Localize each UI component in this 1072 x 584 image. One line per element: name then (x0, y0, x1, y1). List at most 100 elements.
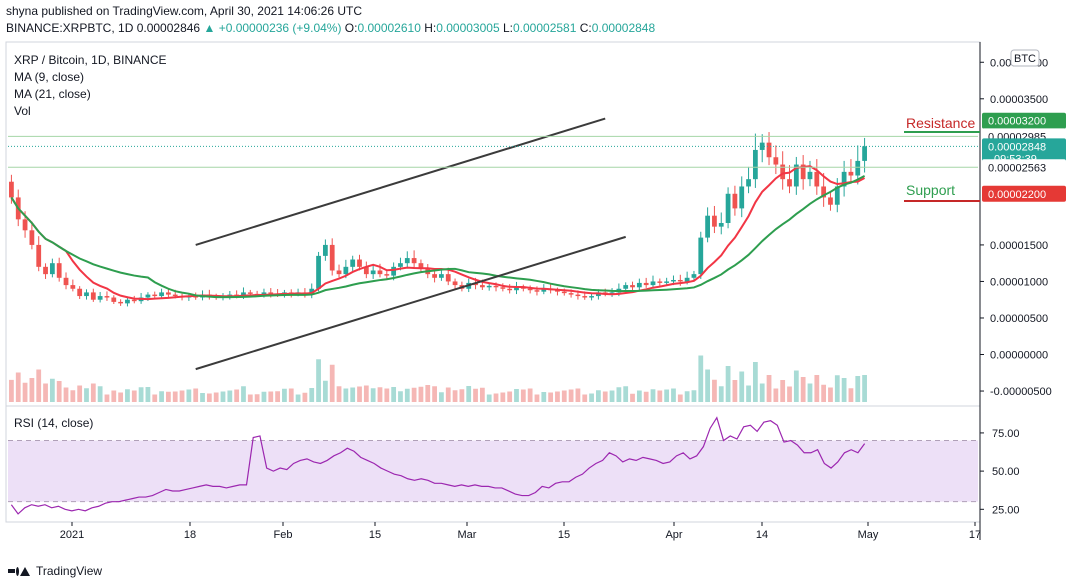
volume-bar (125, 389, 130, 402)
candle-body (493, 285, 499, 288)
candle-body (131, 299, 137, 302)
volume-bar (118, 392, 124, 402)
volume-bar (302, 392, 308, 402)
candle-body (643, 282, 649, 286)
candle-body (377, 270, 383, 275)
candle-body (636, 282, 642, 288)
candle-body (630, 285, 635, 288)
volume-bar (814, 375, 820, 402)
rsi-legend[interactable]: RSI (14, close) (14, 416, 94, 430)
publisher-line: shyna published on TradingView.com, Apri… (6, 4, 363, 18)
candle-body (855, 160, 861, 176)
volume-bar (84, 388, 89, 402)
candle-body (70, 285, 76, 289)
volume-bar (514, 389, 519, 402)
candle-body (404, 258, 410, 264)
candle-body (500, 287, 506, 289)
candle-body (172, 294, 178, 297)
price-tick-label: 0.00003500 (990, 94, 1048, 106)
volume-bar (22, 382, 28, 402)
volume-bar (828, 387, 833, 402)
footer-brand[interactable]: TradingView (8, 564, 102, 578)
candle-body (752, 149, 758, 180)
price-tick-label: 0.00000500 (990, 313, 1048, 325)
candle-body (125, 299, 130, 304)
volume-bar (725, 366, 731, 402)
volume-bar (439, 392, 444, 402)
candle-body (261, 292, 267, 295)
candle-body (766, 142, 772, 158)
volume-bar (49, 378, 55, 402)
candle-body (534, 290, 540, 292)
volume-bar (718, 386, 724, 402)
volume-bar (821, 384, 827, 402)
currency-badge[interactable] (1010, 49, 1040, 67)
x-tick-label: 18 (184, 529, 196, 541)
candle-body (561, 291, 567, 294)
candle-body (677, 279, 683, 282)
volume-bar (377, 387, 383, 402)
legend-ma21[interactable]: MA (21, close) (14, 87, 91, 101)
volume-bar (862, 375, 867, 402)
candle-body (77, 288, 83, 297)
open-label: O: (344, 21, 358, 35)
volume-bar (752, 362, 758, 402)
volume-bar (459, 389, 465, 402)
volume-bar (848, 388, 854, 402)
volume-bar (357, 386, 362, 402)
volume-bar (166, 391, 171, 402)
volume-bar (268, 391, 274, 402)
high-value: 0.00003005 (436, 21, 500, 35)
price-tag (982, 185, 1066, 202)
candle-body (712, 215, 717, 227)
volume-bar (172, 391, 178, 402)
candle-body (49, 263, 55, 275)
volume-bar (561, 390, 567, 402)
volume-bar (582, 394, 588, 402)
volume-bar (527, 388, 533, 402)
price-tag-label: 0.00002200 (988, 189, 1046, 201)
legend-ma9[interactable]: MA (9, close) (14, 70, 85, 84)
candle-body (514, 287, 519, 291)
volume-bar (159, 391, 164, 402)
price-chart[interactable]: 0.000040000.000035000.000015000.00001000… (0, 40, 1072, 544)
volume-bar (664, 389, 670, 402)
candle-body (439, 274, 444, 278)
volume-bar (97, 386, 103, 402)
volume-bar (698, 355, 704, 402)
resistance-label: Resistance (906, 115, 975, 131)
candle-body (22, 219, 28, 231)
candle-body (671, 279, 676, 282)
volume-bar (609, 390, 615, 402)
volume-bar (596, 390, 601, 402)
price-tick-label: 0.00001500 (990, 240, 1048, 252)
candle-body (309, 288, 315, 295)
volume-bar (568, 389, 574, 402)
volume-bar (732, 380, 738, 402)
candle-body (329, 244, 335, 271)
support-label: Support (906, 182, 955, 198)
candle-body (9, 181, 14, 198)
candle-body (739, 186, 745, 209)
volume-bar (138, 387, 144, 402)
volume-bar (555, 391, 560, 402)
ma9-line (10, 165, 866, 301)
candle-body (589, 296, 594, 298)
volume-bar (309, 388, 315, 402)
volume-bar (77, 385, 83, 402)
candle-body (732, 193, 738, 209)
rsi-tick-label: 75.00 (992, 428, 1020, 440)
volume-bar (370, 388, 376, 402)
high-label: H: (424, 21, 437, 35)
candle-body (432, 274, 437, 278)
candle-body (698, 237, 704, 275)
candle-body (241, 292, 246, 297)
candle-body (36, 244, 42, 267)
legend-vol[interactable]: Vol (14, 104, 31, 118)
volume-bar (261, 391, 267, 402)
candle-body (145, 294, 151, 298)
volume-bar (282, 388, 287, 402)
tradingview-logo-icon (8, 565, 30, 577)
volume-bar (623, 386, 629, 402)
candle-body (828, 197, 833, 205)
